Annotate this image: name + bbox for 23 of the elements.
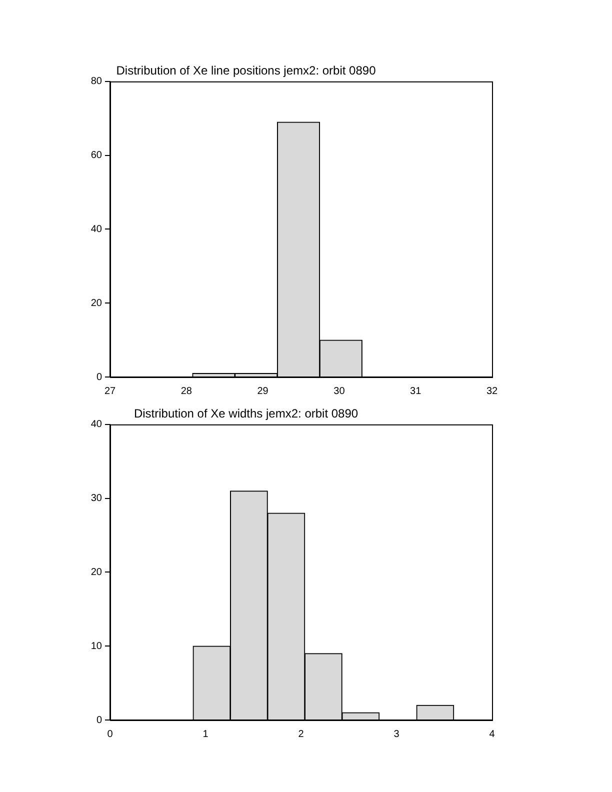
x-tick-label: 0 (107, 728, 114, 740)
y-tick-label: 10 (90, 640, 102, 652)
y-tick-label: 20 (90, 298, 102, 309)
x-tick-label: 1 (202, 728, 209, 740)
y-tick-label: 30 (90, 493, 102, 504)
x-tick-label: 30 (334, 386, 346, 397)
x-tick-label: 29 (257, 386, 269, 397)
y-tick-label: 0 (96, 714, 102, 726)
y-tick-label: 20 (90, 566, 102, 578)
y-tick-label: 40 (90, 419, 102, 430)
y-tick-label: 40 (90, 224, 102, 235)
y-tick-label: 60 (90, 150, 102, 162)
x-tick-label: 2 (298, 728, 304, 740)
x-tick-label: 31 (410, 386, 422, 397)
x-tick-label: 32 (486, 386, 498, 397)
chart-title: Distribution of Xe line positions jemx2: orbit 0890 (116, 64, 376, 78)
chart-title: Distribution of Xe widths jemx2: orbit 0890 (134, 406, 358, 421)
x-tick-label: 28 (180, 386, 192, 397)
y-tick-label: 0 (96, 372, 102, 383)
x-tick-label: 4 (489, 728, 496, 740)
y-tick-label: 80 (90, 76, 102, 88)
x-tick-label: 27 (104, 386, 116, 397)
x-tick-label: 3 (394, 728, 400, 740)
